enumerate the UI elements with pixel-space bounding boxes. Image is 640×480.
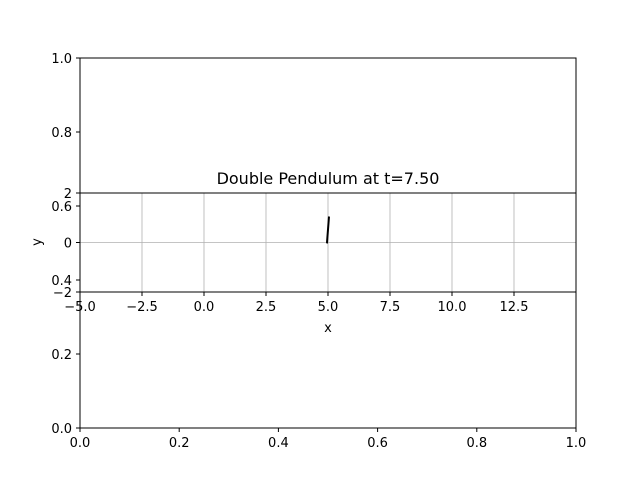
background-axes: 0.0 0.2 0.4 0.6 0.8 1.0 0.0 0.2 0.4 0.6 0.8 1.0 [51, 52, 586, 451]
background-y-tick-label: 0.8 [51, 126, 72, 141]
pendulum-x-tick-label: −2.5 [126, 300, 158, 315]
background-y-tick-label: 0.6 [51, 200, 72, 215]
pendulum-x-tick-label: 7.5 [380, 300, 401, 315]
pendulum-x-ticks: −5.0 −2.5 0.0 2.5 5.0 7.5 10.0 12.5 [64, 292, 528, 315]
pendulum-arm-line [326, 216, 330, 244]
background-y-tick-label: 0.4 [51, 274, 72, 289]
background-y-tick-label: 0.2 [51, 348, 72, 363]
pendulum-x-tick-label: −5.0 [64, 300, 96, 315]
background-x-tick-label: 0.2 [169, 436, 190, 451]
y-axis-label: y [30, 238, 45, 246]
pendulum-lines [326, 216, 330, 244]
pendulum-y-tick-label: 2 [64, 187, 72, 202]
pendulum-x-tick-label: 0.0 [194, 300, 215, 315]
background-x-tick-label: 1.0 [566, 436, 587, 451]
pendulum-x-tick-label: 5.0 [318, 300, 339, 315]
background-y-tick-label: 0.0 [51, 422, 72, 437]
pendulum-x-tick-label: 2.5 [256, 300, 277, 315]
background-x-tick-label: 0.4 [268, 436, 289, 451]
background-x-ticks: 0.0 0.2 0.4 0.6 0.8 1.0 [70, 428, 587, 451]
background-y-tick-label: 1.0 [51, 52, 72, 67]
pendulum-x-tick-label: 10.0 [438, 300, 467, 315]
pendulum-y-tick-label: 0 [64, 237, 72, 252]
pendulum-x-tick-label: 12.5 [500, 300, 529, 315]
background-x-tick-label: 0.0 [70, 436, 91, 451]
background-x-tick-label: 0.8 [466, 436, 487, 451]
pendulum-axes: −5.0 −2.5 0.0 2.5 5.0 7.5 10.0 12.5 −2 0 2 Double… [30, 169, 577, 336]
chart-title: Double Pendulum at t=7.50 [217, 169, 440, 188]
x-axis-label: x [324, 321, 332, 336]
pendulum-y-tick-label: −2 [53, 286, 72, 301]
pendulum-y-ticks: −2 0 2 [53, 187, 80, 301]
background-x-tick-label: 0.6 [367, 436, 388, 451]
background-y-ticks: 0.0 0.2 0.4 0.6 0.8 1.0 [51, 52, 80, 437]
